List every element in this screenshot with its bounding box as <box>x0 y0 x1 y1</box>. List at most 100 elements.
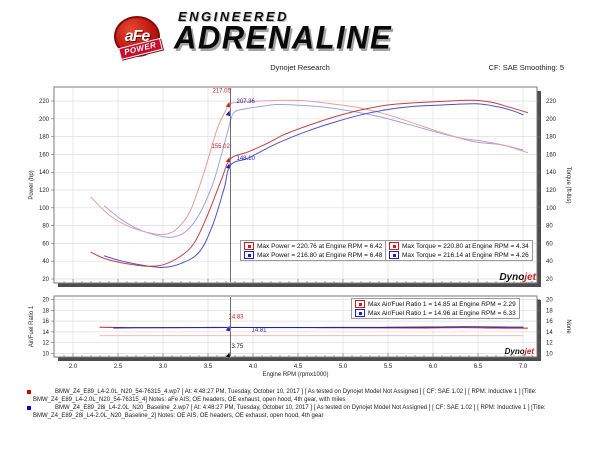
legend-max-afr: Max Air/Fuel Ratio 1 = 14.85 at Engine R… <box>351 298 520 319</box>
svg-text:2.0: 2.0 <box>69 364 78 370</box>
svg-text:120: 120 <box>39 188 50 194</box>
y-tick-labels: 10 10 12 12 14 14 16 16 18 18 20 20 <box>42 298 553 358</box>
curve-torque_baseline <box>104 103 524 238</box>
svg-text:R E S E A R C H: R E S E A R C H <box>520 281 537 284</box>
svg-text:R E S E A R C H: R E S E A R C H <box>518 355 535 358</box>
svg-text:5.5: 5.5 <box>384 364 393 370</box>
svg-text:14: 14 <box>546 330 553 336</box>
svg-text:5.0: 5.0 <box>339 364 348 370</box>
legend-row: Max Air/Fuel Ratio 1 = 14.85 at Engine R… <box>355 300 516 308</box>
legend-max-power: Max Power = 220.76 at Engine RPM = 6.42 M… <box>240 240 387 261</box>
svg-text:16: 16 <box>546 319 553 325</box>
svg-text:140: 140 <box>39 170 50 176</box>
run1-bullet-icon <box>27 390 31 394</box>
svg-text:80: 80 <box>546 224 553 230</box>
svg-text:20: 20 <box>546 277 553 283</box>
legend-max-torque: Max Torque = 220.80 at Engine RPM = 4.34… <box>385 240 533 261</box>
cursor-rpm-value: 3.75 <box>232 344 244 350</box>
x-axis-label: Engine RPM (rpmx1000) <box>262 372 328 378</box>
svg-text:6.0: 6.0 <box>429 364 438 370</box>
curve-power_afe <box>90 99 528 267</box>
y-tick-labels: 20 20 40 40 60 60 80 80 100 100 120 120 140 140 160 160… <box>39 99 557 283</box>
legend-swatch-icon <box>389 251 399 259</box>
legend-row: Max Power = 220.76 at Engine RPM = 6.42 <box>244 242 382 250</box>
legend-label: Max Air/Fuel Ratio 1 = 14.85 at Engine R… <box>368 300 516 308</box>
svg-text:60: 60 <box>546 241 553 247</box>
svg-text:60: 60 <box>42 241 49 247</box>
svg-text:6.5: 6.5 <box>474 364 483 370</box>
svg-text:12: 12 <box>546 341 553 347</box>
svg-text:40: 40 <box>546 259 553 265</box>
svg-text:7.0: 7.0 <box>519 364 528 370</box>
legend-label: Max Torque = 220.80 at Engine RPM = 4.34 <box>402 242 529 250</box>
legend-swatch-icon <box>244 242 254 250</box>
svg-text:Dynojet: Dynojet <box>505 347 535 356</box>
legend-label: Max Power = 220.76 at Engine RPM = 6.42 <box>257 242 383 250</box>
svg-text:100: 100 <box>39 206 50 212</box>
legend-row: Max Air/Fuel Ratio 1 = 14.96 at Engine R… <box>355 309 516 317</box>
series-curves <box>99 326 528 337</box>
legend-row: Max Power = 216.80 at Engine RPM = 6.48 <box>244 251 382 259</box>
series-curves <box>90 99 528 268</box>
svg-text:207.36: 207.36 <box>237 99 256 105</box>
y-axis-label-left: Air/Fuel Ratio 1 <box>29 305 35 347</box>
svg-text:40: 40 <box>42 259 49 265</box>
axis-ticks <box>51 299 540 357</box>
svg-text:12: 12 <box>42 341 49 347</box>
legend-swatch-icon <box>389 242 399 250</box>
legend-swatch-icon <box>244 251 254 259</box>
svg-text:4.5: 4.5 <box>294 364 303 370</box>
svg-text:10: 10 <box>546 352 553 358</box>
cursor-readouts: 217.05 207.36 155.02 148.10 <box>212 89 256 170</box>
svg-text:4.0: 4.0 <box>249 364 258 370</box>
svg-text:80: 80 <box>42 224 49 230</box>
svg-text:220: 220 <box>39 99 50 105</box>
svg-text:2.5: 2.5 <box>114 364 123 370</box>
svg-text:3.0: 3.0 <box>159 364 168 370</box>
tagline-engineered: ENGINEERED <box>178 9 289 24</box>
svg-text:180: 180 <box>546 135 557 141</box>
svg-text:220: 220 <box>546 99 557 105</box>
afr-cursor-readouts: 14.83 14.81 3.75 <box>225 314 268 359</box>
legend-row: Max Torque = 220.80 at Engine RPM = 4.34 <box>389 242 529 250</box>
svg-text:200: 200 <box>546 117 557 123</box>
svg-text:217.05: 217.05 <box>213 89 232 95</box>
svg-text:10: 10 <box>42 352 49 358</box>
svg-text:18: 18 <box>546 308 553 314</box>
x-tick-labels: 2.0 2.5 3.0 3.5 4.0 4.5 5.0 5.5 6.0 6.5 7.0 Engine … <box>69 364 528 378</box>
svg-text:100: 100 <box>546 206 557 212</box>
svg-text:20: 20 <box>42 298 49 304</box>
run-note-2: BMW_Z4_E89_28i_L4-2.0L_N20_Baseline_2.wp… <box>27 405 567 420</box>
dynojet-research-title: Dynojet Research <box>270 63 330 72</box>
svg-text:148.10: 148.10 <box>237 156 256 162</box>
svg-text:160: 160 <box>39 152 50 158</box>
svg-text:140: 140 <box>546 170 557 176</box>
svg-text:14.83: 14.83 <box>229 314 245 320</box>
run-note-1: BMW_Z4_E89_L4-2.0L_N20_54-76315_4.wp7 [ … <box>27 389 567 404</box>
tagline-adrenaline: ADRENALINE <box>174 19 393 57</box>
svg-text:20: 20 <box>42 277 49 283</box>
svg-text:14.81: 14.81 <box>252 328 268 334</box>
svg-text:155.02: 155.02 <box>212 144 231 150</box>
curve-power_baseline <box>104 103 524 268</box>
svg-text:180: 180 <box>39 135 50 141</box>
legend-swatch-icon <box>355 300 365 308</box>
smoothing-label: CF: SAE Smoothing: 5 <box>488 63 564 72</box>
svg-text:120: 120 <box>546 188 557 194</box>
svg-text:16: 16 <box>42 319 49 325</box>
curve-torque_afe <box>90 99 528 236</box>
legend-row: Max Torque = 216.14 at Engine RPM = 4.26 <box>389 251 529 259</box>
legend-swatch-icon <box>355 309 365 317</box>
curve-afr_baseline <box>113 326 524 329</box>
afe-logo-text: aFe <box>124 27 151 45</box>
run-note-text: BMW_Z4_E89_L4-2.0L_N20_54-76315_4.wp7 [ … <box>33 389 537 403</box>
svg-text:200: 200 <box>39 117 50 123</box>
y-axis-label-right: None <box>565 319 571 334</box>
legend-label: Max Torque = 216.14 at Engine RPM = 4.26 <box>402 251 529 259</box>
svg-text:160: 160 <box>546 152 557 158</box>
axis-ticks <box>51 100 540 283</box>
